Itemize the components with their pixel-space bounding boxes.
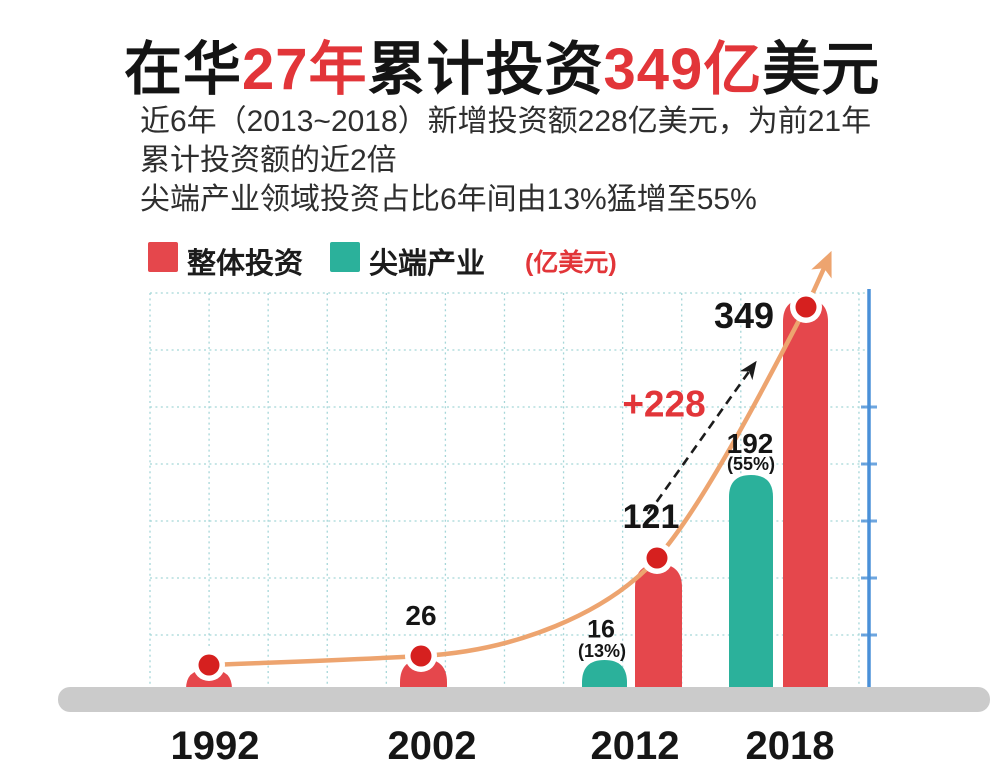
subtitle: 近6年（2013~2018）新增投资额228亿美元，为前21年 累计投资额的近2…	[140, 102, 871, 219]
x-label-2002: 2002	[387, 724, 477, 768]
bar-overall-2018	[783, 299, 828, 689]
axis-unit-label: (亿美元)	[525, 249, 617, 277]
label-advanced-2018: 192	[726, 428, 774, 459]
bar-advanced-2012	[582, 660, 627, 689]
subtitle-line-3: 尖端产业领域投资占比6年间由13%猛增至55%	[140, 183, 757, 216]
label-overall-2002: 26	[405, 600, 437, 631]
data-dot-2002	[410, 645, 432, 667]
legend-label-overall: 整体投资	[187, 248, 304, 280]
bar-advanced-2018	[729, 475, 773, 689]
data-dot-2018	[795, 296, 817, 318]
title-segment-accent: 349亿	[603, 37, 763, 102]
bar-overall-2012	[635, 564, 682, 689]
subtitle-line-1: 近6年（2013~2018）新增投资额228亿美元，为前21年	[140, 105, 872, 138]
page-title: 在华27年累计投资349亿美元	[124, 22, 880, 106]
title-segment: 累计投资	[367, 37, 604, 102]
data-dot-2012	[646, 547, 668, 569]
title-segment-accent: 27年	[242, 37, 368, 102]
legend-label-advanced: 尖端产业	[369, 248, 486, 280]
label-overall-2018: 349	[713, 295, 775, 336]
x-label-1992: 1992	[170, 724, 260, 768]
subtitle-line-2: 累计投资额的近2倍	[140, 144, 397, 177]
legend-swatch-overall	[148, 242, 178, 272]
label-advanced-2018-pct: (55%)	[726, 454, 776, 474]
label-overall-2012: 121	[622, 498, 680, 536]
legend-swatch-advanced	[330, 242, 360, 272]
label-advanced-2012: 16	[587, 615, 615, 644]
data-dot-1992	[198, 654, 220, 676]
x-label-2018: 2018	[745, 724, 835, 768]
label-advanced-2012-pct: (13%)	[577, 641, 627, 661]
label-increase-annotation: +228	[622, 383, 706, 425]
title-segment: 美元	[762, 37, 881, 102]
x-axis-baseline	[58, 687, 990, 712]
x-label-2012: 2012	[590, 724, 680, 768]
title-segment: 在华	[124, 37, 243, 102]
increase-arrow	[646, 360, 757, 515]
